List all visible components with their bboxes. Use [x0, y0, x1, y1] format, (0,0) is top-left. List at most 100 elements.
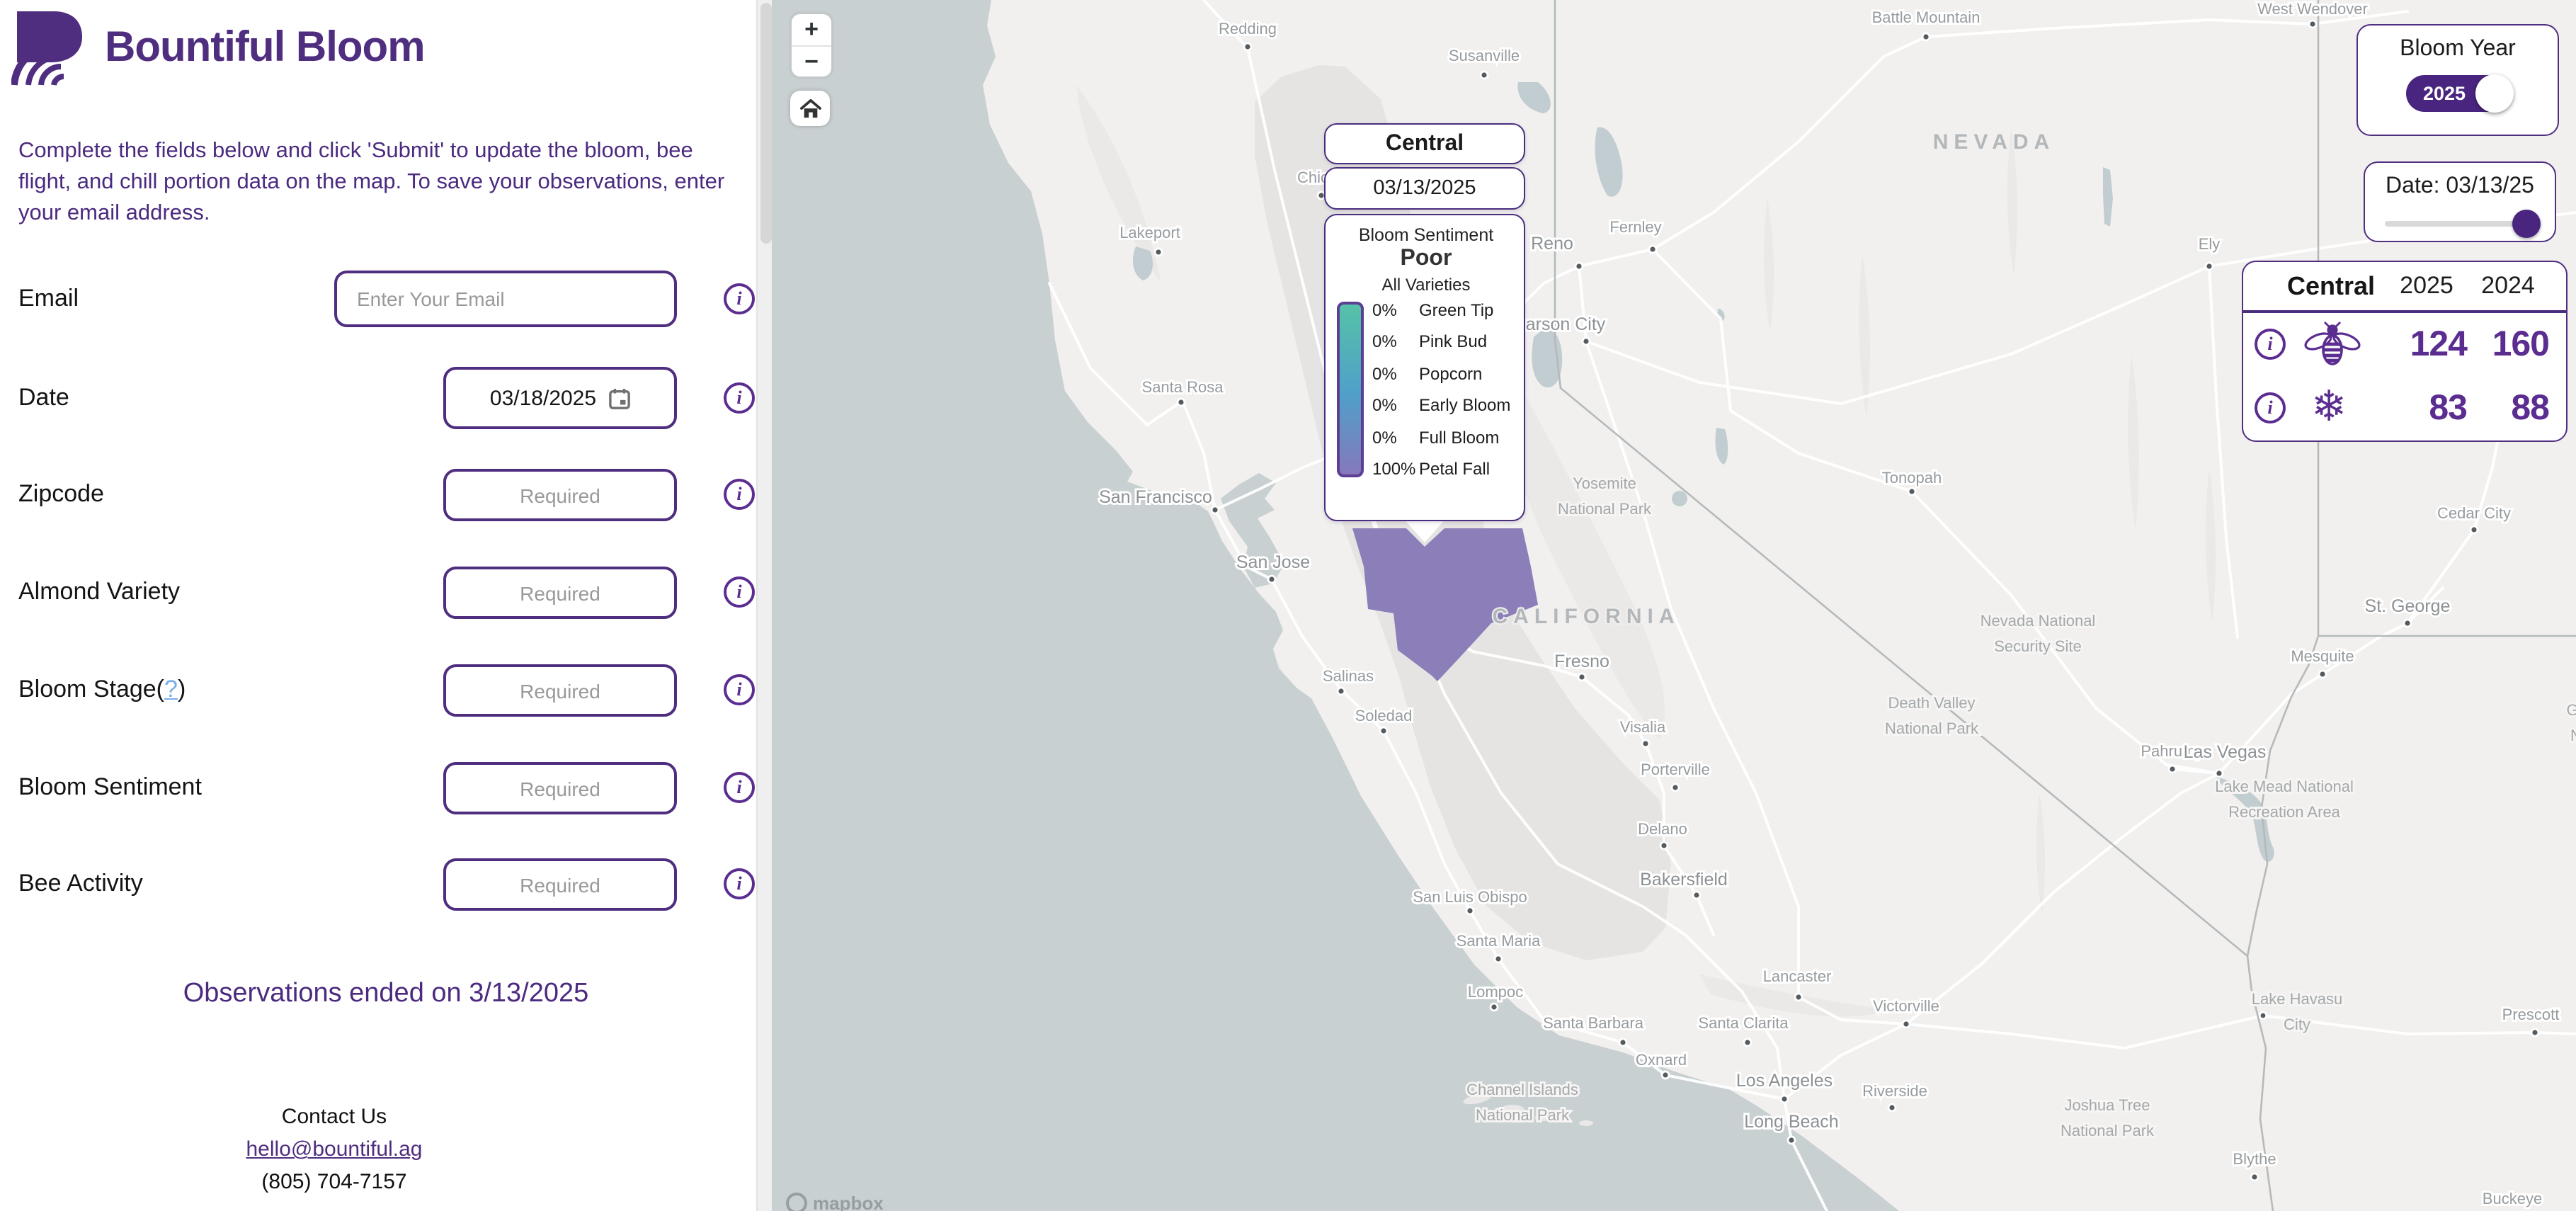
slider-knob[interactable] [2512, 210, 2541, 238]
date-field[interactable]: 03/18/2025 [443, 367, 677, 429]
city-label-santa-maria: Santa Maria [1457, 932, 1541, 950]
city-label-delano: Delano [1638, 820, 1687, 838]
zoom-control: + − [789, 11, 834, 79]
calendar-icon[interactable] [609, 387, 630, 409]
state-label-nevada: NEVADA [1933, 130, 2055, 154]
park-label: Grand CanyonNational Park [2566, 701, 2576, 744]
map-attribution[interactable]: mapbox [786, 1193, 884, 1211]
legend-row: 0% Full Bloom [1372, 428, 1515, 445]
almond-variety-info-icon[interactable]: i [724, 576, 755, 608]
sidebar-scrollbar[interactable] [756, 0, 772, 1211]
zipcode-label: Zipcode [18, 480, 104, 507]
home-button[interactable] [790, 91, 830, 126]
city-dot-ely [2204, 261, 2214, 271]
chill-info-icon[interactable]: i [2255, 392, 2286, 424]
bee-info-icon[interactable]: i [2255, 329, 2286, 360]
date-label: Date [18, 384, 69, 411]
legend-label: Pink Bud [1419, 331, 1488, 352]
bloom-year-card: Bloom Year 2025 [2356, 24, 2559, 136]
almond-variety-field[interactable] [443, 567, 677, 619]
legend-row: 0% Green Tip [1372, 302, 1515, 319]
city-label-santa-clarita: Santa Clarita [1698, 1014, 1789, 1032]
city-dot-bakersfield [1692, 890, 1702, 900]
state-label-california: CALIFORNIA [1493, 605, 1680, 628]
bee-activity-field[interactable] [443, 858, 677, 911]
slider-track[interactable] [2385, 221, 2535, 227]
bloom-year-toggle[interactable]: 2025 [2406, 74, 2514, 113]
park-label: Death Valley National Park [1885, 694, 1979, 737]
city-dot-prescott [2530, 1028, 2540, 1037]
city-dot-riverside [1887, 1103, 1897, 1113]
bloom-stage-label-post: ) [177, 676, 186, 703]
bloom-year-value: 2025 [2423, 83, 2466, 104]
city-dot-san-jose [1267, 574, 1277, 584]
city-dot-mesquite [2318, 669, 2327, 679]
popup-region-title[interactable]: Central [1324, 123, 1525, 164]
city-dot-soledad [1379, 726, 1389, 736]
bloom-stage-gradient-bar [1337, 302, 1364, 477]
park-label: Nevada National Security Site [1981, 612, 2096, 655]
bloom-stage-help-link[interactable]: ? [164, 676, 178, 703]
city-label-tonopah: Tonopah [1882, 469, 1942, 487]
legend-pct: 100% [1372, 458, 1416, 479]
date-info-icon[interactable]: i [724, 382, 755, 414]
popup-date[interactable]: 03/13/2025 [1324, 167, 1525, 210]
map-canvas[interactable]: CALIFORNIA NEVADA Yosemite National Park Cha… [772, 0, 2576, 1211]
city-dot-santa-barbara [1618, 1037, 1628, 1047]
ocean [772, 0, 1899, 1211]
city-dot-lompoc [1489, 1002, 1499, 1012]
bee-flight-row: i 124 160 [2243, 312, 2566, 376]
bloom-sentiment-info-icon[interactable]: i [724, 772, 755, 803]
date-slider[interactable] [2385, 210, 2541, 238]
city-label-cedar-city: Cedar City [2437, 504, 2511, 522]
city-dot-los-angeles [1779, 1094, 1789, 1104]
bloom-sentiment-field[interactable] [443, 762, 677, 814]
contact-email-link[interactable]: hello@bountiful.ag [246, 1137, 423, 1161]
popup-varieties-label: All Varieties [1381, 275, 1471, 295]
city-label-salinas: Salinas [1323, 667, 1374, 685]
stats-year-2024: 2024 [2481, 272, 2535, 299]
city-label-san-francisco: San Francisco [1099, 487, 1212, 507]
city-label-carson-city: Carson City [1513, 314, 1606, 334]
park-label: Joshua Tree National Park [2061, 1096, 2155, 1139]
zoom-in-button[interactable]: + [792, 14, 831, 45]
city-label-prescott: Prescott [2502, 1006, 2560, 1023]
home-icon [799, 98, 821, 118]
city-dot-susanville [1479, 70, 1489, 80]
region-stats-card: Central 2025 2024 i 124 160 i ❄ 83 [2242, 261, 2568, 442]
region-central-petal-fall[interactable] [1352, 528, 1538, 681]
legend-row: 0% Popcorn [1372, 365, 1515, 382]
toggle-knob[interactable] [2475, 74, 2514, 113]
zipcode-field[interactable] [443, 469, 677, 521]
intro-text: Complete the fields below and click 'Sub… [18, 139, 725, 225]
city-label-los-angeles: Los Angeles [1736, 1071, 1833, 1091]
chill-value-2025: 83 [2429, 387, 2468, 428]
city-dot-delano [1659, 841, 1669, 851]
email-info-icon[interactable]: i [724, 283, 755, 314]
city-label-pahrump: Pahrump [2141, 742, 2204, 760]
bee-activity-info-icon[interactable]: i [724, 868, 755, 899]
park-label: Lake Mead National Recreation Area [2215, 778, 2354, 821]
chill-portion-row: i ❄ 83 88 [2243, 376, 2566, 440]
zoom-out-button[interactable]: − [792, 46, 831, 76]
legend-row: 0% Early Bloom [1372, 397, 1515, 414]
city-dot-st-george [2403, 618, 2412, 628]
city-label-las-vegas: Las Vegas [2184, 742, 2267, 762]
city-label-long-beach: Long Beach [1744, 1112, 1838, 1132]
city-dot-blythe [2250, 1172, 2259, 1182]
zipcode-info-icon[interactable]: i [724, 479, 755, 510]
city-label-mesquite: Mesquite [2291, 647, 2354, 665]
city-label-ely: Ely [2199, 235, 2221, 253]
contact-phone: (805) 704-7157 [261, 1170, 407, 1194]
bee-activity-label: Bee Activity [18, 870, 143, 897]
bloom-stage-info-icon[interactable]: i [724, 674, 755, 705]
scrollbar-thumb[interactable] [760, 3, 771, 244]
brand-logo [11, 11, 82, 86]
chill-value-2024: 88 [2511, 387, 2550, 428]
email-field[interactable] [334, 271, 677, 327]
mapbox-wordmark: mapbox [813, 1193, 884, 1211]
bloom-stage-field[interactable] [443, 664, 677, 717]
city-label-san-luis-obispo: San Luis Obispo [1413, 888, 1527, 906]
snowflake-icon: ❄ [2311, 384, 2347, 431]
